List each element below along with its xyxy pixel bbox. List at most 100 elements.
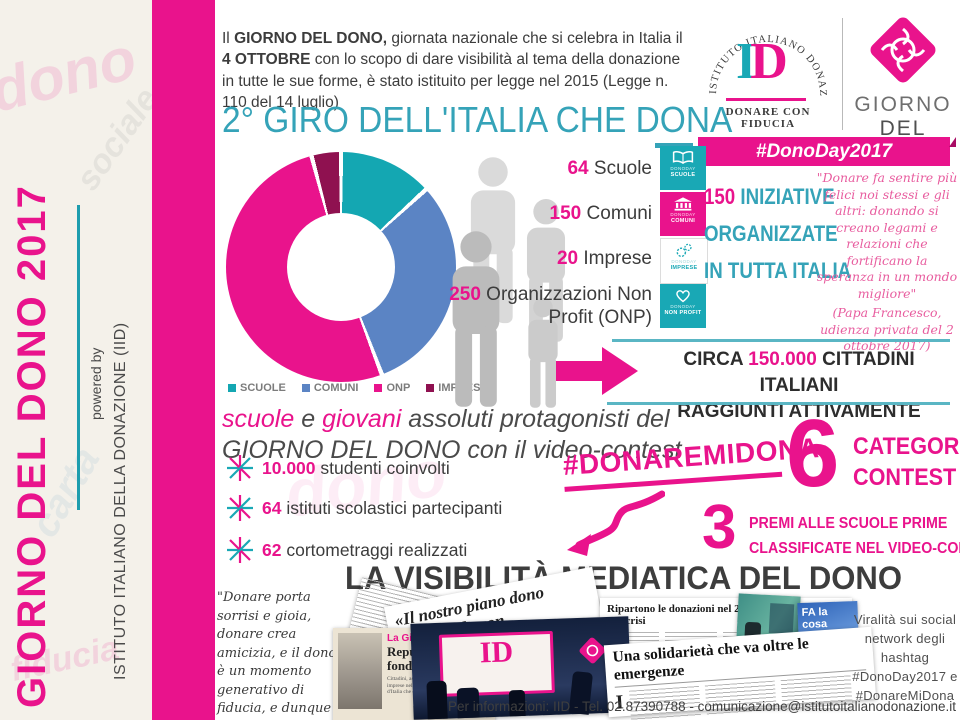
heading-highlight: giovani	[322, 405, 402, 433]
legend-item: COMUNI	[301, 382, 359, 394]
sidebar: dono sociale carta fiducia GIORNO DEL DO…	[0, 0, 215, 720]
legend-swatch-imprese	[426, 384, 435, 392]
media-section-title: LA VISIBILITÀ MEDIATICA DEL DONO	[345, 560, 902, 596]
intro-bold-date: 4 OTTOBRE	[222, 51, 311, 68]
asterisk-icon	[227, 455, 253, 481]
legend-swatch-scuole	[228, 384, 236, 392]
intro-text: giornata nazionale che si celebra in Ita…	[387, 29, 683, 47]
bank-icon	[674, 197, 692, 211]
powered-by-label: powered by	[88, 347, 104, 420]
stat-value: 150	[549, 203, 582, 224]
tv-graphic	[768, 603, 795, 635]
bullet-label: studenti coinvolti	[315, 458, 450, 478]
initiatives-number: 150	[704, 184, 736, 209]
stat-label: Comuni	[581, 203, 652, 224]
stage-screen: ID	[438, 630, 555, 697]
bullet-label: istituti scolastici partecipanti	[281, 498, 503, 518]
stat-value: 250	[449, 284, 481, 305]
badge-brand: DONODAY	[670, 166, 696, 171]
quote-text: "Donare porta sorrisi e gioia, donare cr…	[217, 590, 337, 720]
bullet-istituti: 64 istituti scolastici partecipanti	[262, 498, 502, 519]
quote-text: "Donare fa sentire più felici noi stessi…	[816, 170, 958, 301]
legend-swatch-comuni	[301, 384, 310, 392]
initiatives-callout: 150 INIZIATIVE ORGANIZZATE IN TUTTA ITAL…	[704, 178, 852, 289]
heading-text: e	[294, 405, 323, 433]
initiatives-text: INIZIATIVE	[735, 184, 835, 209]
intro-bold-event: GIORNO DEL DONO,	[234, 29, 388, 47]
asterisk-icon	[227, 537, 253, 563]
logo-block: ISTITUTO ITALIANO DONAZIONE ID DONARE CO…	[694, 0, 956, 166]
heart-icon	[676, 290, 690, 303]
virality-note: Viralità sui social network degli hashta…	[852, 612, 958, 703]
mattarella-quote: "Donare porta sorrisi e gioia, donare cr…	[217, 589, 341, 720]
curly-arrow-icon	[567, 490, 665, 556]
badge-brand: DONODAY	[670, 212, 696, 217]
tv-studio-photo: ID	[410, 616, 632, 720]
bullet-label: cortometraggi realizzati	[281, 540, 468, 560]
stat-scuole: 64 Scuole	[412, 158, 652, 180]
badge-category: IMPRESE	[670, 265, 698, 271]
asterisk-icon	[227, 495, 253, 521]
donut-chart	[226, 152, 456, 382]
stat-label: Imprese	[578, 248, 652, 269]
badge-category: NON PROFIT	[664, 310, 702, 316]
categories-label-line: CATEGORIE	[853, 433, 960, 460]
bullet-cortometraggi: 62 cortometraggi realizzati	[262, 540, 467, 561]
separator-line	[607, 402, 950, 405]
donoday-ribbon: #DonoDay2017	[698, 137, 956, 166]
iid-arc-text: ISTITUTO ITALIANO DONAZIONE	[694, 0, 827, 97]
reach-text: RAGGIUNTI ATTIVAMENTE	[677, 401, 921, 422]
pope-photo	[338, 633, 382, 709]
stat-value: 64	[567, 158, 589, 179]
organization-name-vertical: ISTITUTO ITALIANO DELLA DONAZIONE (IID)	[112, 322, 129, 680]
iid-letter-d: D	[750, 33, 788, 90]
section-title-giro: 2° GIRO DELL'ITALIA CHE DONA	[222, 99, 733, 140]
legend-swatch-onp	[374, 384, 383, 392]
right-arrow-icon	[556, 347, 638, 395]
legend-item: SCUOLE	[228, 382, 286, 394]
iid-tagline: DONARE CON FIDUCIA	[725, 106, 811, 130]
sidebar-divider-line	[77, 205, 80, 510]
person-silhouette-icon	[452, 231, 500, 407]
categories-count: 6	[786, 400, 840, 507]
prizes-count: 3	[702, 493, 737, 562]
pink-accent-bar	[152, 0, 215, 720]
gdd-word-1: GIORNO	[854, 93, 952, 116]
legend-label: SCUOLE	[240, 382, 286, 394]
title-underline	[655, 143, 693, 148]
badge-donoday-comuni: DONODAY COMUNI	[660, 192, 706, 236]
badge-donoday-scuole: DONODAY SCUOLE	[660, 146, 706, 190]
footer-contact: Per informazioni: IID - Tel. 02.87390788…	[448, 699, 956, 714]
knot-diamond-icon	[579, 637, 606, 664]
person-silhouette-icon	[528, 297, 558, 408]
contest-heading: scuole e giovani assoluti protagonisti d…	[222, 404, 681, 466]
logo-divider	[842, 18, 843, 130]
initiatives-text: ORGANIZZATE	[704, 221, 838, 246]
initiatives-text: IN TUTTA ITALIA	[704, 258, 852, 283]
audience-silhouette	[426, 680, 448, 720]
stat-label: Organizzazioni Non Profit (ONP)	[480, 284, 652, 328]
reach-text: CIRCA	[683, 349, 749, 370]
iid-letter-i: I	[736, 33, 757, 90]
prizes-label-line: PREMI ALLE SCUOLE PRIME	[749, 515, 948, 532]
prizes-label-line: CLASSIFICATE NEL VIDEO-CONTEST	[749, 540, 960, 557]
stat-imprese: 20 Imprese	[412, 248, 652, 270]
badge-brand: DONODAY	[670, 304, 696, 309]
stage-screen-logo: ID	[479, 635, 514, 670]
bullet-value: 10.000	[262, 458, 316, 478]
legend-label: COMUNI	[313, 382, 359, 394]
intro-paragraph: Il GIORNO DEL DONO, giornata nazionale c…	[222, 28, 694, 114]
badge-category: SCUOLE	[670, 172, 696, 178]
heading-text: GIORNO DEL DONO con il video-contest	[222, 436, 682, 464]
heading-text: assoluti protagonisti del	[401, 405, 670, 433]
stat-comuni: 150 Comuni	[412, 203, 652, 225]
badge-brand: DONODAY	[671, 259, 697, 264]
giorno-del-dono-logo: GIORNO DEL DONO	[850, 14, 956, 164]
stat-onp: 250 Organizzazioni Non Profit (ONP)	[447, 283, 652, 329]
heading-highlight: scuole	[222, 405, 295, 433]
event-title-vertical: GIORNO DEL DONO 2017	[10, 184, 54, 708]
separator-line	[612, 339, 950, 342]
prizes-label: PREMI ALLE SCUOLE PRIME CLASSIFICATE NEL…	[749, 511, 960, 561]
bullet-studenti: 10.000 studenti coinvolti	[262, 458, 450, 479]
